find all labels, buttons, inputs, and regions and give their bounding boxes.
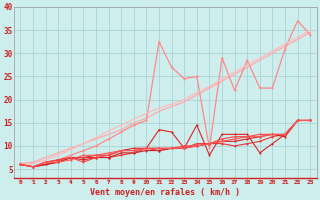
X-axis label: Vent moyen/en rafales ( km/h ): Vent moyen/en rafales ( km/h ) [90,188,240,197]
